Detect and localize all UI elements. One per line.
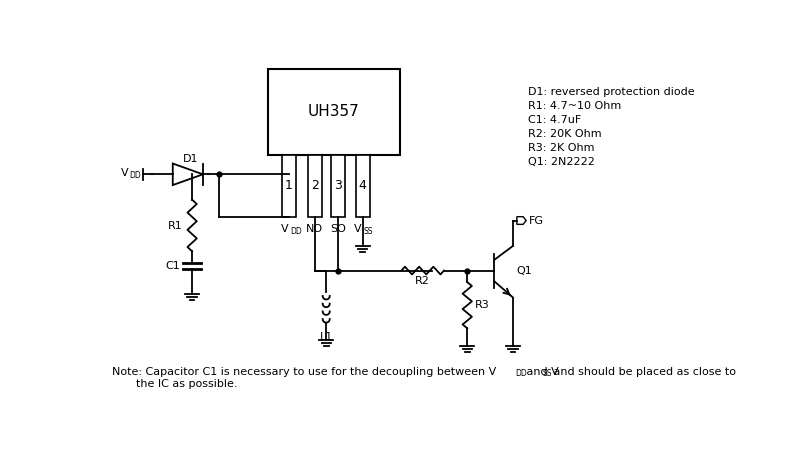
Text: DD: DD: [129, 170, 141, 180]
Text: L1: L1: [320, 332, 333, 342]
Text: NO: NO: [306, 224, 323, 234]
Bar: [268, 69, 400, 155]
Text: R1: R1: [168, 220, 183, 230]
Text: 2: 2: [311, 180, 319, 192]
Bar: [282, 155, 296, 217]
Text: C1: 4.7uF: C1: 4.7uF: [527, 115, 581, 125]
Text: Note: Capacitor C1 is necessary to use for the decoupling between V: Note: Capacitor C1 is necessary to use f…: [113, 367, 496, 377]
Text: DD: DD: [515, 369, 527, 378]
Text: SS: SS: [542, 369, 552, 378]
Text: R2: 20K Ohm: R2: 20K Ohm: [527, 129, 601, 139]
Bar: [331, 155, 345, 217]
Text: DD: DD: [289, 227, 301, 236]
Text: C1: C1: [165, 261, 180, 271]
Text: 1: 1: [285, 180, 293, 192]
Text: the IC as possible.: the IC as possible.: [122, 379, 238, 389]
Text: 3: 3: [334, 180, 342, 192]
Bar: [355, 155, 370, 217]
Text: V: V: [354, 224, 362, 234]
Text: SS: SS: [363, 227, 373, 236]
Text: UH357: UH357: [308, 104, 360, 120]
Text: R3: 2K Ohm: R3: 2K Ohm: [527, 143, 594, 153]
Text: 4: 4: [358, 180, 366, 192]
Text: R2: R2: [416, 276, 430, 286]
Text: D1: reversed protection diode: D1: reversed protection diode: [527, 87, 695, 97]
Text: R1: 4.7~10 Ohm: R1: 4.7~10 Ohm: [527, 101, 621, 111]
Text: and V: and V: [523, 367, 559, 377]
Polygon shape: [173, 164, 203, 185]
Text: V: V: [121, 168, 128, 178]
Text: Q1: Q1: [516, 266, 532, 276]
Text: Q1: 2N2222: Q1: 2N2222: [527, 157, 595, 167]
Text: and should be placed as close to: and should be placed as close to: [550, 367, 736, 377]
Text: D1: D1: [182, 154, 198, 164]
Text: FG: FG: [528, 216, 543, 225]
Bar: [308, 155, 321, 217]
Text: V: V: [281, 224, 288, 234]
Text: SO: SO: [330, 224, 346, 234]
Polygon shape: [517, 217, 526, 224]
Text: R3: R3: [475, 300, 490, 310]
